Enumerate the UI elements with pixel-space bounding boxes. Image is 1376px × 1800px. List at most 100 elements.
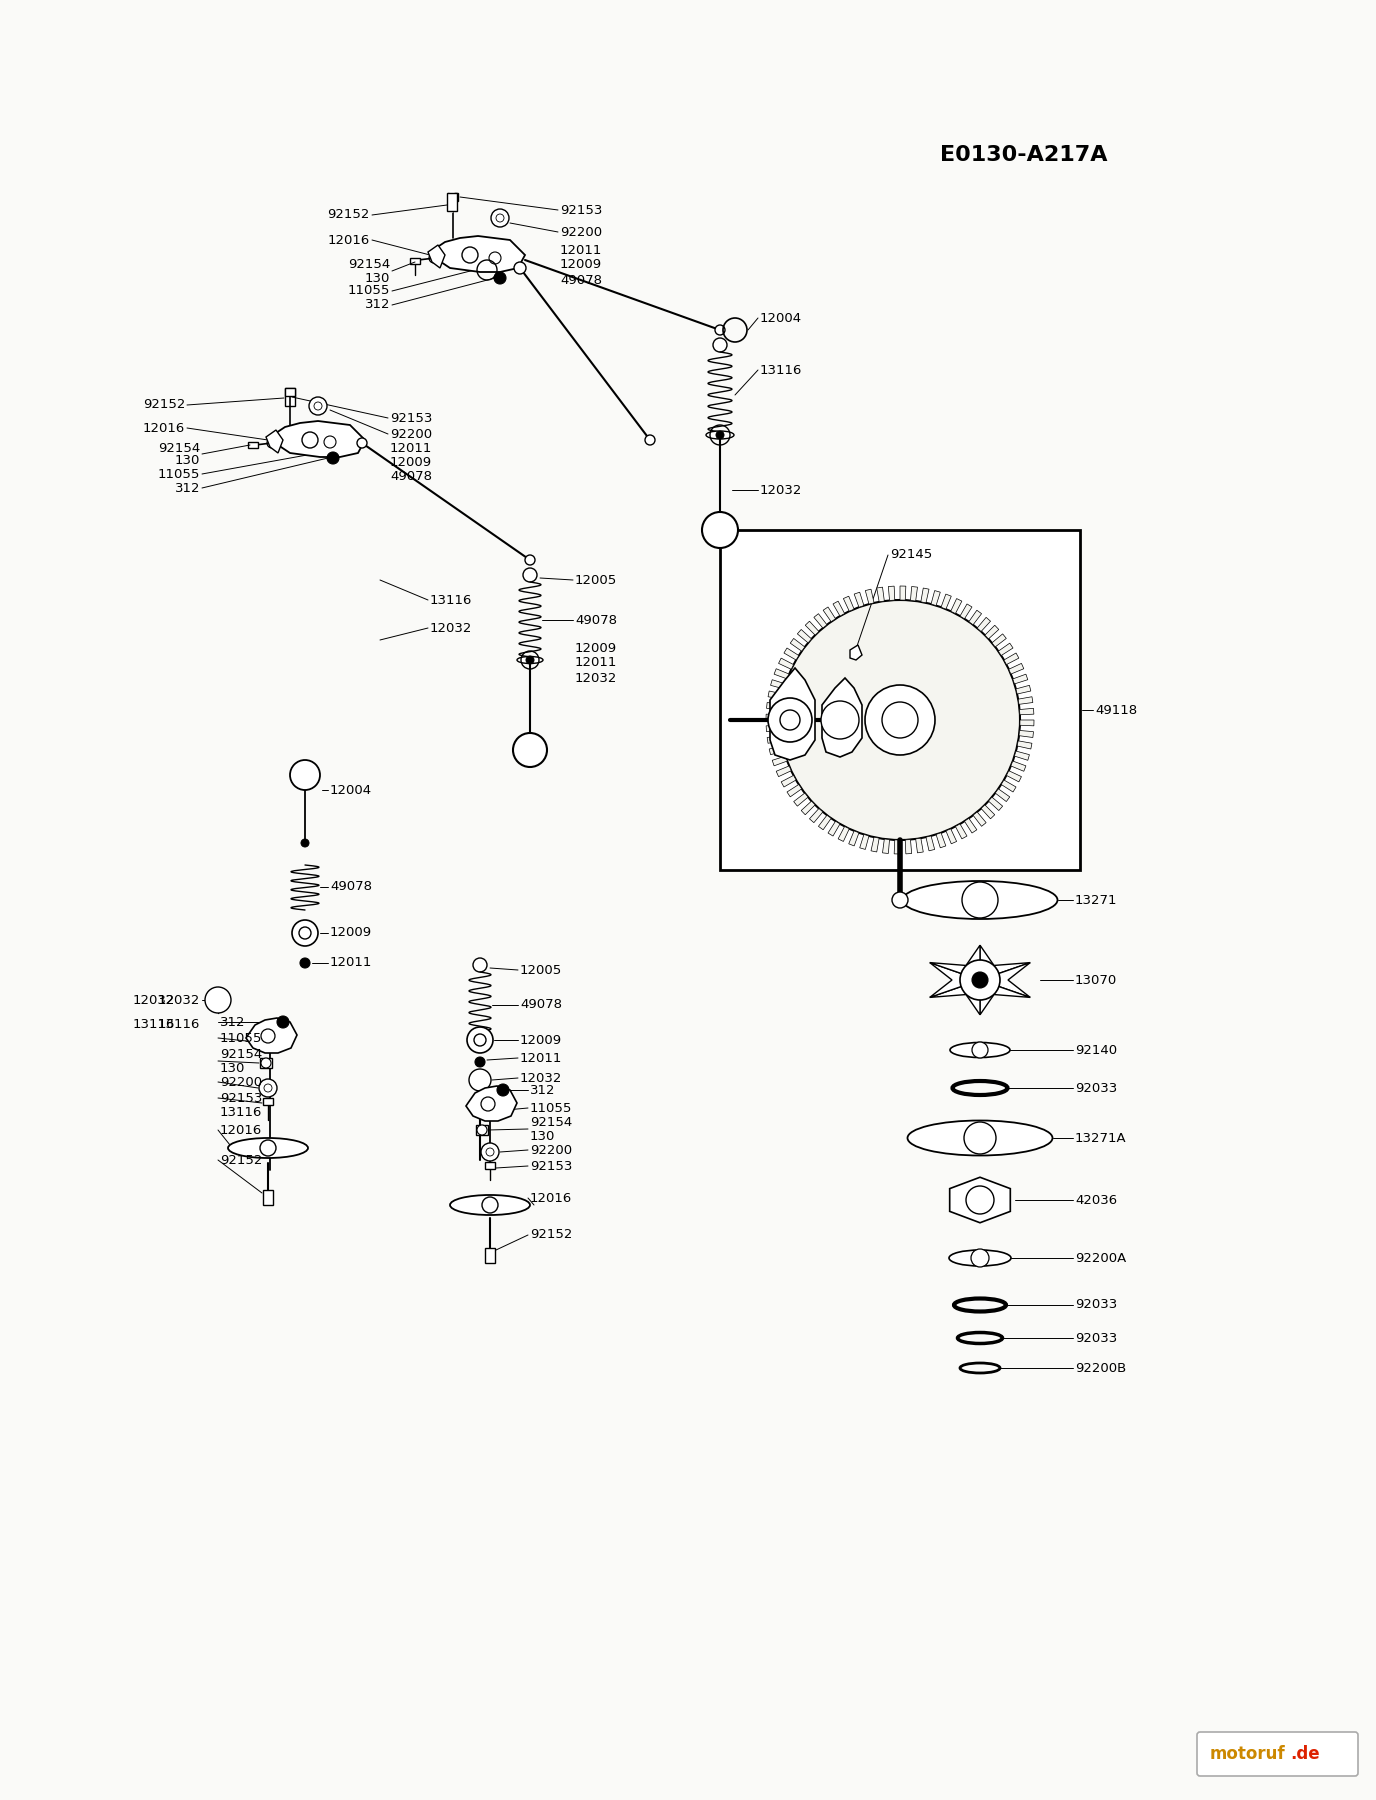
Text: 12032: 12032 (158, 994, 200, 1006)
Circle shape (513, 733, 548, 767)
Polygon shape (769, 745, 784, 754)
Polygon shape (949, 1177, 1010, 1222)
Polygon shape (921, 589, 929, 603)
Text: 12005: 12005 (575, 574, 618, 587)
Text: 49078: 49078 (575, 614, 616, 626)
Text: 49078: 49078 (520, 999, 561, 1012)
Polygon shape (266, 430, 283, 454)
Bar (410, 257, 420, 265)
Polygon shape (960, 605, 971, 619)
Text: 92033: 92033 (1075, 1298, 1117, 1312)
Circle shape (716, 326, 725, 335)
Polygon shape (926, 835, 934, 851)
Text: 92033: 92033 (1075, 1082, 1117, 1094)
Polygon shape (951, 599, 962, 614)
Circle shape (277, 1015, 289, 1028)
Polygon shape (772, 756, 787, 765)
Polygon shape (1014, 751, 1029, 760)
Text: 92153: 92153 (560, 203, 603, 216)
Text: 92153: 92153 (530, 1159, 572, 1172)
Polygon shape (316, 430, 354, 455)
Ellipse shape (949, 1249, 1011, 1265)
Circle shape (310, 398, 327, 416)
Circle shape (882, 702, 918, 738)
Circle shape (971, 1042, 988, 1058)
Polygon shape (768, 736, 782, 743)
Ellipse shape (908, 1120, 1053, 1156)
Text: 12004: 12004 (330, 783, 372, 796)
Polygon shape (429, 236, 526, 272)
Polygon shape (1020, 709, 1033, 715)
Text: 12016: 12016 (220, 1123, 263, 1136)
Text: 312: 312 (220, 1015, 245, 1028)
Polygon shape (1009, 664, 1024, 673)
Text: 12016: 12016 (143, 421, 184, 434)
Text: .de: .de (1291, 1744, 1320, 1762)
Text: 12016: 12016 (327, 234, 370, 247)
Text: 11055: 11055 (530, 1102, 572, 1114)
Circle shape (356, 437, 367, 448)
Circle shape (821, 700, 859, 740)
Polygon shape (779, 659, 794, 670)
Polygon shape (766, 725, 780, 731)
Text: 92200: 92200 (389, 428, 432, 441)
Polygon shape (1002, 779, 1015, 792)
Polygon shape (945, 828, 956, 844)
Text: 11055: 11055 (158, 468, 200, 481)
Polygon shape (936, 833, 945, 848)
Polygon shape (270, 421, 365, 457)
Circle shape (477, 1125, 487, 1136)
Circle shape (971, 1249, 989, 1267)
Polygon shape (969, 610, 981, 625)
Text: 12016: 12016 (530, 1192, 572, 1204)
Text: 92153: 92153 (220, 1091, 263, 1105)
Circle shape (515, 263, 526, 274)
Circle shape (327, 452, 338, 464)
Polygon shape (849, 832, 859, 846)
Ellipse shape (903, 880, 1058, 920)
Polygon shape (882, 839, 889, 853)
Circle shape (290, 760, 321, 790)
Polygon shape (930, 945, 980, 979)
Polygon shape (809, 808, 823, 823)
Polygon shape (1018, 697, 1033, 704)
Circle shape (892, 893, 908, 907)
Polygon shape (999, 643, 1013, 655)
Text: 13116: 13116 (132, 1019, 175, 1031)
Circle shape (495, 214, 504, 221)
Circle shape (768, 698, 812, 742)
Text: 92200: 92200 (530, 1143, 572, 1157)
Polygon shape (466, 1085, 517, 1121)
Bar (449, 193, 458, 202)
Polygon shape (854, 592, 864, 607)
Circle shape (780, 599, 1020, 841)
Polygon shape (905, 839, 912, 853)
Text: 12011: 12011 (560, 243, 603, 256)
Circle shape (645, 436, 655, 445)
Circle shape (526, 554, 535, 565)
Text: 92152: 92152 (327, 209, 370, 221)
Polygon shape (805, 621, 819, 635)
Circle shape (526, 655, 534, 664)
Circle shape (300, 958, 310, 968)
Text: 92200A: 92200A (1075, 1251, 1126, 1264)
Circle shape (497, 1084, 509, 1096)
Text: 312: 312 (530, 1084, 556, 1096)
Polygon shape (766, 715, 780, 720)
Polygon shape (860, 835, 868, 850)
Circle shape (966, 1186, 993, 1213)
Text: 13271A: 13271A (1075, 1132, 1127, 1145)
Polygon shape (787, 785, 802, 797)
Polygon shape (995, 788, 1010, 801)
Circle shape (473, 1033, 486, 1046)
Polygon shape (992, 634, 1006, 646)
Bar (473, 1109, 483, 1114)
Polygon shape (775, 670, 788, 679)
Polygon shape (794, 794, 808, 806)
Text: 13116: 13116 (760, 364, 802, 376)
Polygon shape (766, 702, 782, 709)
Polygon shape (428, 245, 444, 268)
Text: 42036: 42036 (1075, 1193, 1117, 1206)
Polygon shape (980, 979, 1031, 1015)
Bar (260, 1058, 272, 1067)
